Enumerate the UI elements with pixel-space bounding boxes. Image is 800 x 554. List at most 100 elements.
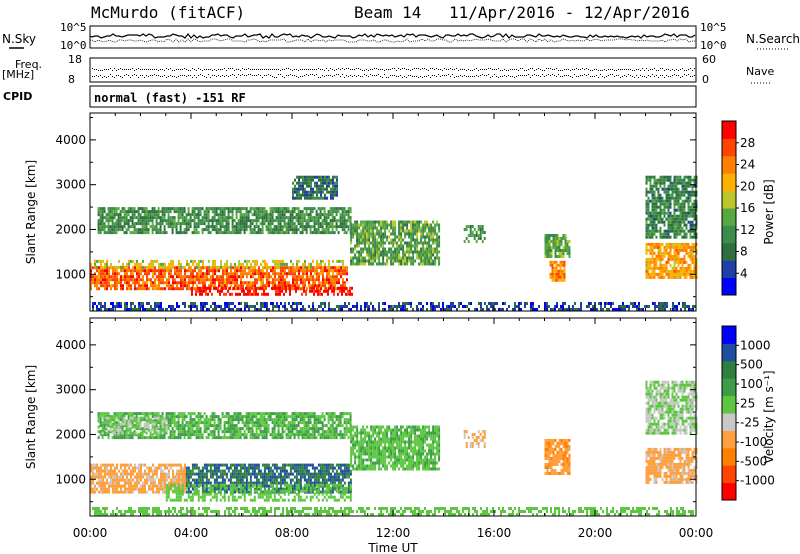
heatmap-cell	[212, 262, 214, 266]
heatmap-cell	[390, 220, 393, 224]
heatmap-cell	[154, 284, 156, 288]
heatmap-cell	[147, 216, 150, 220]
heatmap-cell	[324, 266, 326, 270]
heatmap-cell	[238, 265, 240, 269]
heatmap-cell	[343, 213, 346, 217]
heatmap-cell	[350, 241, 353, 245]
heatmap-cell	[564, 237, 567, 240]
heatmap-cell	[144, 281, 146, 285]
heatmap-cell	[109, 207, 112, 211]
heatmap-cell	[153, 210, 156, 214]
heatmap-cell	[691, 229, 694, 233]
heatmap-cell	[645, 263, 648, 267]
heatmap-cell	[667, 202, 670, 206]
heatmap-cell	[100, 490, 102, 494]
nave-point	[524, 75, 525, 76]
heatmap-cell	[572, 308, 574, 311]
heatmap-cell	[653, 223, 656, 227]
heatmap-cell	[172, 305, 174, 308]
heatmap-cell	[604, 305, 606, 308]
heatmap-cell	[468, 302, 470, 305]
heatmap-cell	[649, 211, 652, 215]
heatmap-cell	[201, 207, 204, 211]
heatmap-cell	[352, 256, 355, 260]
heatmap-cell	[335, 210, 338, 214]
heatmap-cell	[188, 281, 190, 285]
heatmap-cell	[661, 220, 664, 224]
heatmap-cell	[112, 490, 114, 494]
heatmap-cell	[674, 308, 676, 311]
heatmap-cell	[328, 184, 330, 188]
heatmap-cell	[308, 196, 310, 200]
nave-point	[284, 77, 285, 78]
heatmap-cell	[230, 308, 232, 311]
heatmap-cell	[396, 259, 399, 263]
heatmap-cell	[276, 265, 278, 269]
heatmap-cell	[230, 275, 232, 279]
heatmap-cell	[559, 269, 562, 273]
heatmap-cell	[683, 187, 686, 191]
heatmap-cell	[667, 187, 670, 191]
heatmap-cell	[332, 275, 334, 279]
heatmap-cell	[177, 216, 180, 220]
heatmap-cell	[108, 475, 110, 479]
heatmap-cell	[215, 231, 218, 235]
power-x-ticks	[89, 113, 697, 311]
heatmap-cell	[693, 263, 696, 267]
heatmap-cell	[665, 202, 668, 206]
nave-point	[452, 74, 453, 75]
heatmap-cell	[422, 244, 425, 248]
heatmap-cell	[560, 308, 562, 311]
heatmap-cell	[289, 289, 291, 293]
heatmap-cell	[310, 190, 312, 194]
heatmap-cell	[190, 278, 192, 282]
heatmap-cell	[298, 187, 300, 191]
heatmap-cell	[155, 210, 158, 214]
heatmap-cell	[434, 229, 437, 233]
heatmap-cell	[191, 292, 193, 296]
heatmap-cell	[181, 213, 184, 217]
heatmap-cell	[691, 242, 694, 246]
heatmap-cell	[301, 213, 304, 217]
freq-point	[234, 70, 235, 71]
heatmap-cell	[412, 226, 415, 230]
heatmap-cell	[191, 286, 193, 290]
heatmap-cell	[658, 305, 660, 308]
heatmap-cell	[673, 199, 676, 203]
heatmap-cell	[279, 286, 281, 290]
heatmap-cell	[263, 219, 266, 223]
freq-point	[486, 69, 487, 70]
heatmap-cell	[110, 287, 112, 291]
heatmap-cell	[100, 463, 102, 467]
heatmap-cell	[673, 226, 676, 230]
heatmap-cell	[288, 281, 290, 285]
heatmap-cell	[358, 235, 361, 239]
heatmap-cell	[645, 199, 648, 203]
heatmap-cell	[106, 466, 108, 470]
heatmap-cell	[144, 284, 146, 288]
heatmap-cell	[111, 222, 114, 226]
heatmap-cell	[179, 207, 182, 211]
heatmap-cell	[204, 278, 206, 282]
heatmap-cell	[687, 205, 690, 209]
heatmap-cell	[279, 207, 282, 211]
heatmap-cell	[130, 305, 132, 308]
heatmap-cell	[310, 275, 312, 279]
heatmap-cell	[688, 305, 690, 308]
heatmap-cell	[152, 269, 154, 273]
heatmap-cell	[362, 226, 365, 230]
heatmap-cell	[606, 308, 608, 311]
heatmap-cell	[667, 260, 670, 264]
heatmap-cell	[184, 281, 186, 285]
heatmap-cell	[418, 256, 421, 260]
heatmap-cell	[311, 207, 314, 211]
heatmap-cell	[330, 269, 332, 273]
freq-point	[226, 70, 227, 71]
heatmap-cell	[475, 234, 478, 237]
heatmap-cell	[374, 241, 377, 245]
heatmap-cell	[685, 266, 688, 270]
heatmap-cell	[345, 210, 348, 214]
nave-point	[342, 74, 343, 75]
heatmap-cell	[549, 272, 552, 276]
nave-point	[232, 74, 233, 75]
